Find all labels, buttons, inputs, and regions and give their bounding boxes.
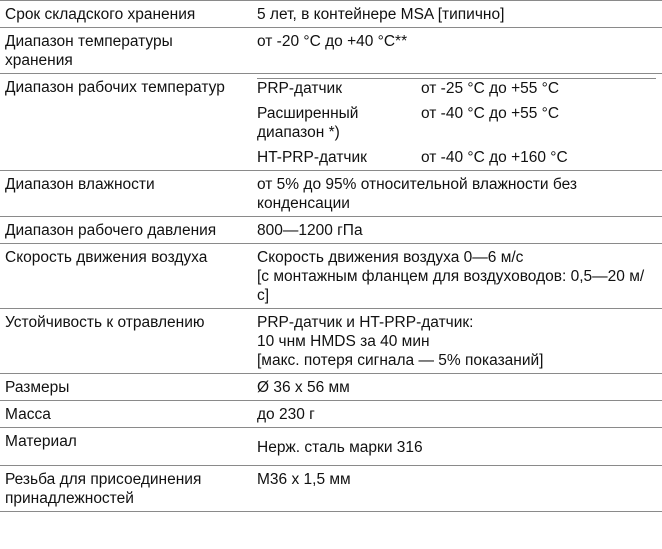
value-line: 5 лет, в контейнере MSA [типично] bbox=[257, 6, 505, 23]
subtable-row: Расширенный диапазон *) от -40 °C до +55… bbox=[257, 104, 656, 148]
row-value: от 5% до 95% относительной влажности без… bbox=[249, 170, 662, 217]
row-label: Диапазон влажности bbox=[0, 170, 249, 217]
row-value: 5 лет, в контейнере MSA [типично] bbox=[249, 0, 662, 28]
table-row: Диапазон влажности от 5% до 95% относите… bbox=[0, 170, 662, 217]
row-label: Размеры bbox=[0, 373, 249, 401]
table-row: Размеры Ø 36 x 56 мм bbox=[0, 373, 662, 401]
value-line: PRP-датчик и HT-PRP-датчик: bbox=[257, 314, 474, 331]
row-value: M36 x 1,5 мм bbox=[249, 465, 662, 512]
row-value: 800—1200 гПа bbox=[249, 216, 662, 244]
row-label: Срок складского хранения bbox=[0, 0, 249, 28]
temperature-range: от -25 °C до +55 °C bbox=[421, 78, 656, 104]
value-line: от -20 °C до +40 °C** bbox=[257, 33, 408, 50]
value-line: Нерж. сталь марки 316 bbox=[257, 439, 423, 456]
table-row: Материал Нерж. сталь марки 316 bbox=[0, 427, 662, 466]
row-label: Диапазон температуры хранения bbox=[0, 27, 249, 74]
row-value: PRP-датчик от -25 °C до +55 °C Расширенн… bbox=[249, 73, 662, 171]
value-line: [с монтажным фланцем для воздуховодов: 0… bbox=[257, 268, 645, 304]
table-row: Резьба для присоединения принадлежностей… bbox=[0, 465, 662, 512]
row-value: от -20 °C до +40 °C** bbox=[249, 27, 662, 74]
value-line: 10 чнм HMDS за 40 мин bbox=[257, 333, 430, 350]
operating-temperature-subtable: PRP-датчик от -25 °C до +55 °C Расширенн… bbox=[257, 78, 656, 167]
row-label: Устойчивость к отравлению bbox=[0, 308, 249, 374]
row-label: Материал bbox=[0, 427, 249, 466]
table-row: Устойчивость к отравлению PRP-датчик и H… bbox=[0, 308, 662, 374]
value-line: M36 x 1,5 мм bbox=[257, 471, 351, 488]
value-line: [макс. потеря сигнала — 5% показаний] bbox=[257, 352, 544, 369]
row-label: Масса bbox=[0, 400, 249, 428]
row-value: Ø 36 x 56 мм bbox=[249, 373, 662, 401]
value-line: Скорость движения воздуха 0—6 м/с bbox=[257, 249, 524, 266]
specifications-table: Срок складского хранения 5 лет, в контей… bbox=[0, 0, 662, 512]
row-label: Резьба для присоединения принадлежностей bbox=[0, 465, 249, 512]
value-line: от 5% до 95% относительной влажности без… bbox=[257, 176, 577, 212]
temperature-range: от -40 °C до +160 °C bbox=[421, 149, 568, 166]
table-row: Срок складского хранения 5 лет, в контей… bbox=[0, 0, 662, 28]
subtable-row: HT-PRP-датчик от -40 °C до +160 °C bbox=[257, 148, 656, 167]
row-value: до 230 г bbox=[249, 400, 662, 428]
temperature-range: от -40 °C до +55 °C bbox=[421, 105, 560, 122]
row-label: Диапазон рабочих температур bbox=[0, 73, 249, 171]
row-value: PRP-датчик и HT-PRP-датчик: 10 чнм HMDS … bbox=[249, 308, 662, 374]
table-row: Диапазон рабочих температур PRP-датчик о… bbox=[0, 73, 662, 171]
row-label: Скорость движения воздуха bbox=[0, 243, 249, 309]
table-row: Масса до 230 г bbox=[0, 400, 662, 428]
value-line: до 230 г bbox=[257, 406, 315, 423]
subtable-row: PRP-датчик от -25 °C до +55 °C bbox=[257, 78, 656, 104]
row-value: Нерж. сталь марки 316 bbox=[249, 427, 662, 466]
table-row: Скорость движения воздуха Скорость движе… bbox=[0, 243, 662, 309]
value-line: Ø 36 x 56 мм bbox=[257, 379, 350, 396]
sensor-label: HT-PRP-датчик bbox=[257, 149, 367, 166]
row-label: Диапазон рабочего давления bbox=[0, 216, 249, 244]
sensor-label: Расширенный диапазон *) bbox=[257, 105, 359, 141]
table-row: Диапазон рабочего давления 800—1200 гПа bbox=[0, 216, 662, 244]
table-row: Диапазон температуры хранения от -20 °C … bbox=[0, 27, 662, 74]
sensor-label: PRP-датчик bbox=[257, 78, 421, 104]
row-value: Скорость движения воздуха 0—6 м/с [с мон… bbox=[249, 243, 662, 309]
value-line: 800—1200 гПа bbox=[257, 222, 363, 239]
